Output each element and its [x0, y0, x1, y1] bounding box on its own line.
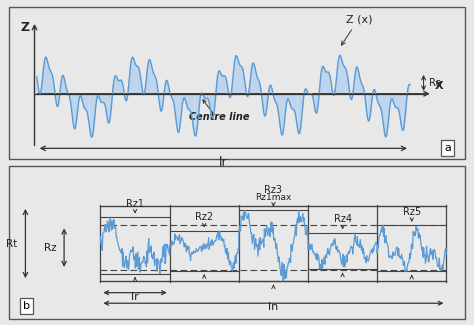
Text: Z (x): Z (x)	[346, 15, 373, 25]
Text: Rz5: Rz5	[403, 207, 421, 217]
Text: Rz3: Rz3	[264, 185, 283, 195]
Text: Rz1max: Rz1max	[255, 193, 292, 202]
Text: Rz1: Rz1	[126, 199, 144, 209]
Text: Ra: Ra	[429, 78, 442, 88]
Text: ln: ln	[268, 302, 279, 312]
Text: Rt: Rt	[6, 239, 18, 249]
Text: b: b	[23, 301, 30, 311]
Text: Z: Z	[21, 21, 30, 34]
Text: Rz2: Rz2	[195, 213, 213, 222]
Text: X: X	[435, 81, 444, 91]
Text: a: a	[444, 143, 451, 153]
Text: Rz: Rz	[44, 243, 57, 253]
Text: Centre line: Centre line	[189, 112, 249, 122]
Bar	[9, 166, 465, 318]
Text: lr: lr	[219, 156, 228, 169]
Text: Rz4: Rz4	[334, 214, 352, 224]
Text: lr: lr	[131, 292, 139, 302]
Bar	[9, 6, 465, 159]
